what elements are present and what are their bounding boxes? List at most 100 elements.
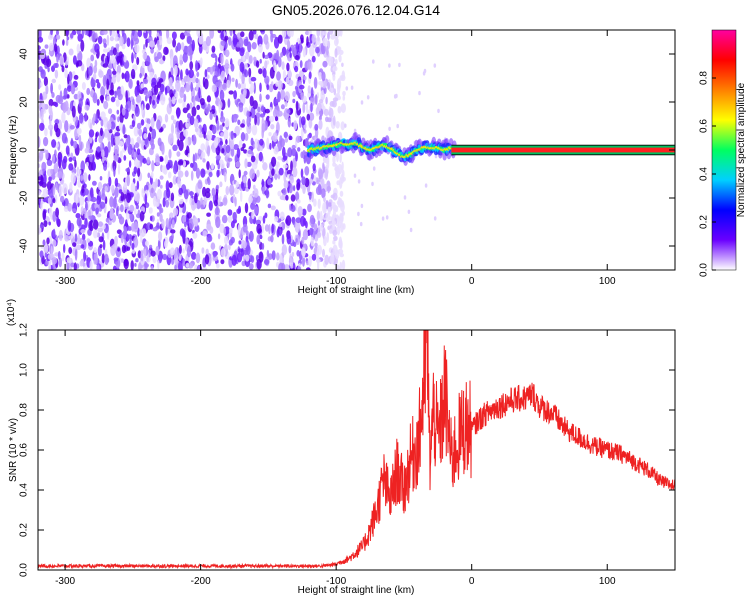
- spectrogram-cell: [125, 168, 130, 172]
- spectrogram-cell: [162, 253, 168, 261]
- spectrogram-cell: [61, 158, 67, 170]
- spectrogram-cell: [97, 227, 103, 233]
- spectrogram-cell: [159, 175, 164, 180]
- spectrogram-cell: [93, 253, 97, 265]
- spectrogram-cell: [285, 194, 289, 201]
- spectrogram-cell: [278, 262, 284, 270]
- spectrogram-cell: [202, 186, 207, 197]
- spectrogram-cell: [201, 151, 206, 160]
- spectrogram-cell: [297, 206, 303, 217]
- spectrogram-cell: [86, 57, 91, 69]
- spectrogram-cell: [77, 179, 82, 188]
- spectrogram-cell: [230, 147, 235, 157]
- spectrogram-cell: [209, 111, 213, 121]
- spectrogram-cell: [171, 31, 177, 40]
- spectrogram-cell: [314, 242, 318, 248]
- spectrogram-cell: [178, 199, 184, 205]
- spectrogram-cell: [118, 122, 124, 131]
- spectrogram-cell: [254, 142, 258, 149]
- spectrogram-cell: [73, 262, 77, 270]
- spectrogram-cell: [117, 163, 121, 175]
- spectrogram-cell: [122, 124, 126, 135]
- spectrogram-cell: [48, 207, 53, 218]
- spectrogram-cell: [108, 176, 112, 187]
- spectrogram-cell: [128, 160, 132, 168]
- spectrogram-cell: [287, 70, 293, 79]
- spectrogram-cell: [360, 203, 364, 209]
- spectrogram-cell: [259, 113, 265, 118]
- spectrogram-cell: [263, 34, 269, 45]
- spectrogram-cell: [330, 194, 335, 199]
- spectrogram-cell: [109, 196, 114, 208]
- spectrogram-cell: [219, 89, 225, 101]
- spectrogram-cell: [259, 138, 264, 146]
- spectrogram-cell: [92, 180, 97, 186]
- spectrogram-cell: [45, 260, 49, 266]
- spectrogram-cell: [44, 245, 49, 251]
- spectrogram-cell: [65, 30, 69, 37]
- spectrogram-cell: [43, 173, 47, 184]
- spectrogram-cell: [126, 37, 131, 48]
- spectrogram-cell: [216, 169, 220, 178]
- spectrogram-cell: [75, 62, 79, 67]
- spectrogram-cell: [162, 123, 167, 129]
- spectrogram-cell: [327, 31, 330, 40]
- spectrogram-cell: [253, 188, 259, 198]
- spectrogram-cell: [200, 168, 206, 178]
- spectrogram-cell: [437, 108, 440, 114]
- spectrogram-cell: [303, 129, 307, 134]
- spectrogram-cell: [200, 143, 206, 151]
- spectrogram-cell: [304, 166, 310, 176]
- spectrogram-cell: [194, 127, 199, 133]
- spectrogram-cell: [339, 75, 344, 81]
- spectrogram-cell: [127, 226, 132, 231]
- spectrogram-cell: [72, 208, 77, 213]
- spectrogram-cell: [190, 162, 194, 168]
- spectrogram-cell: [54, 69, 59, 79]
- spectrogram-cell: [409, 227, 413, 233]
- spectrogram-cell: [295, 135, 301, 143]
- spectrogram-cell: [320, 30, 324, 39]
- spectrogram-cell: [225, 185, 230, 196]
- spectrogram-cell: [270, 235, 274, 243]
- spectrogram-cell: [372, 59, 375, 64]
- spectrogram-cell: [232, 33, 238, 45]
- spectrogram-cell: [206, 161, 210, 170]
- spectrogram-cell: [233, 144, 239, 150]
- spectrogram-cell: [180, 69, 183, 82]
- spectrogram-cell: [106, 34, 110, 46]
- spectrogram-cell: [95, 132, 98, 140]
- spectrogram-cell: [51, 257, 58, 265]
- spectrogram-cell: [99, 201, 106, 209]
- spectrogram-cell: [154, 84, 159, 96]
- spectrogram-cell: [249, 168, 255, 180]
- snr-series-line: [38, 330, 675, 570]
- spectrogram-cell: [250, 76, 257, 82]
- spectrogram-y-tick-label-3: 20: [19, 96, 30, 108]
- spectrogram-cell: [106, 95, 110, 102]
- spectrogram-cell: [81, 185, 85, 194]
- spectrogram-cell: [310, 102, 313, 113]
- spectrogram-cell: [96, 232, 101, 238]
- spectrogram-cell: [171, 233, 174, 240]
- spectrogram-cell: [313, 223, 318, 230]
- spectrogram-cell: [110, 55, 116, 64]
- spectrogram-cell: [68, 247, 73, 254]
- spectrogram-cell: [332, 239, 336, 245]
- spectrogram-cell: [116, 207, 119, 217]
- spectrogram-cell: [240, 31, 245, 38]
- spectrogram-cell: [289, 175, 295, 184]
- spectrogram-cell: [42, 188, 49, 198]
- spectrogram-cell: [43, 76, 49, 87]
- spectrogram-cell: [276, 228, 280, 238]
- spectrogram-cell: [160, 93, 166, 106]
- spectrogram-cell: [271, 223, 274, 234]
- spectrogram-cell: [52, 184, 56, 196]
- spectrogram-cell: [146, 118, 151, 125]
- spectrogram-cell: [149, 223, 154, 230]
- spectrogram-cell: [109, 89, 115, 96]
- spectrogram-cell: [117, 213, 123, 220]
- spectrogram-cell: [141, 187, 145, 198]
- spectrogram-cell: [225, 66, 229, 76]
- spectrogram-cell: [294, 55, 300, 60]
